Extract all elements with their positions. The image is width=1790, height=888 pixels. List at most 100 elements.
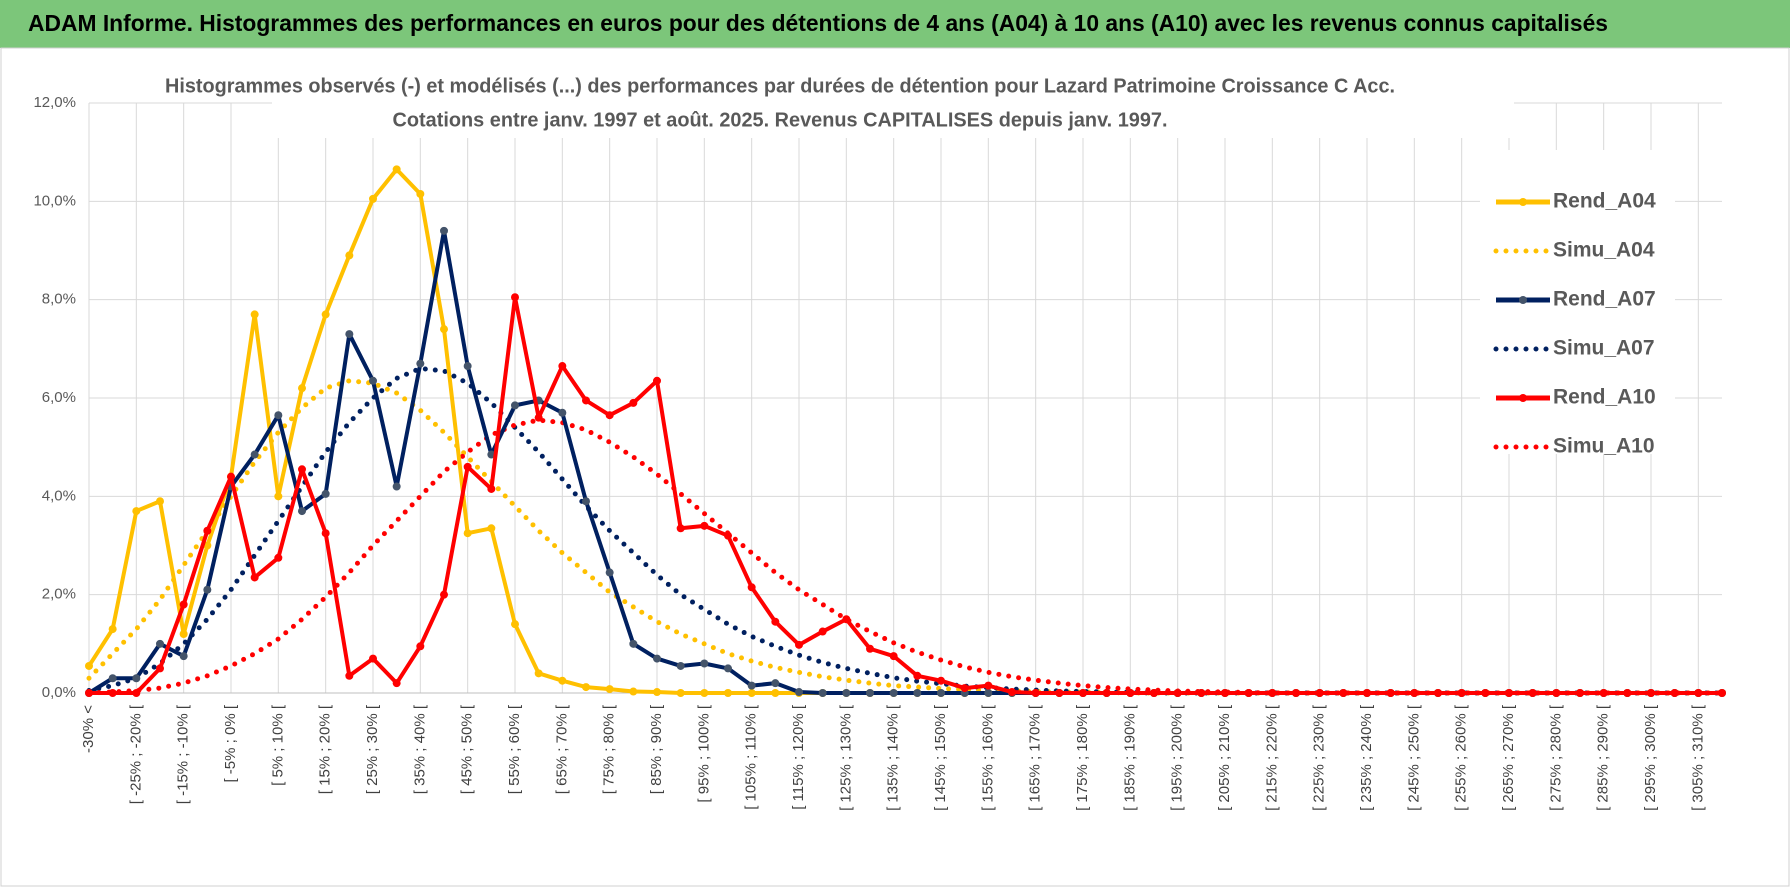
- point: [629, 687, 638, 696]
- point: [1528, 689, 1537, 697]
- point: [1079, 689, 1087, 697]
- point: [156, 497, 164, 506]
- legend-marker: [1519, 296, 1527, 304]
- point: [298, 507, 306, 516]
- x-tick-label: [ 45% ; 50% [: [459, 704, 476, 794]
- x-tick-label: [ 95% ; 100% [: [695, 704, 712, 802]
- point: [1268, 689, 1277, 697]
- point: [179, 630, 188, 638]
- header-bar: [0, 0, 1790, 48]
- point: [274, 411, 283, 420]
- legend-label: Rend_A04: [1553, 190, 1656, 213]
- point: [345, 251, 354, 260]
- point: [274, 553, 283, 562]
- point: [889, 689, 898, 697]
- point: [345, 330, 354, 339]
- point: [203, 526, 212, 535]
- x-tick-label: [ 65% ; 70% [: [553, 704, 570, 794]
- point: [842, 689, 851, 697]
- point: [534, 413, 543, 422]
- x-tick-label: [ 15% ; 20% [: [317, 704, 334, 794]
- point: [937, 689, 945, 697]
- point: [724, 664, 732, 673]
- x-tick-label: [ -15% ; -10% [: [175, 704, 192, 804]
- point: [392, 679, 401, 688]
- point: [534, 669, 543, 678]
- point: [984, 689, 993, 697]
- x-tick-label: [ 115% ; 120% [: [790, 704, 807, 810]
- point: [747, 583, 756, 592]
- point: [913, 689, 922, 697]
- point: [842, 615, 851, 624]
- point: [747, 681, 756, 690]
- x-tick-label: [ 135% ; 140% [: [885, 704, 902, 811]
- legend-marker: [1519, 394, 1527, 402]
- point: [1505, 689, 1513, 697]
- point: [771, 689, 780, 697]
- y-tick-label: 8,0%: [42, 291, 76, 308]
- point: [108, 625, 117, 634]
- point: [724, 531, 732, 540]
- point: [1031, 689, 1040, 697]
- point: [511, 293, 519, 302]
- point: [1102, 689, 1111, 697]
- point: [676, 524, 685, 533]
- point: [132, 689, 141, 697]
- legend-marker: [1519, 198, 1527, 206]
- point: [1126, 689, 1135, 697]
- point: [1292, 689, 1300, 697]
- x-tick-label: [ -5% ; 0% [: [222, 704, 239, 782]
- x-tick-label: [ 35% ; 40% [: [411, 704, 428, 794]
- point: [440, 590, 448, 599]
- subtitle-bg: [272, 68, 1514, 138]
- point: [321, 489, 330, 498]
- legend-label: Rend_A10: [1553, 386, 1656, 409]
- point: [274, 492, 283, 501]
- point: [440, 226, 448, 235]
- point: [605, 411, 614, 420]
- point: [582, 396, 590, 405]
- point: [1694, 689, 1703, 697]
- point: [1599, 689, 1608, 697]
- point: [676, 661, 685, 670]
- point: [795, 640, 803, 649]
- point: [511, 620, 519, 629]
- point: [747, 689, 756, 697]
- point: [960, 684, 969, 693]
- point: [1576, 689, 1584, 697]
- point: [1457, 689, 1466, 697]
- point: [369, 194, 377, 203]
- point: [984, 681, 993, 690]
- y-tick-label: 2,0%: [42, 586, 76, 603]
- point: [1244, 689, 1253, 697]
- x-tick-label: [ 175% ; 180% [: [1074, 704, 1091, 811]
- point: [416, 359, 425, 368]
- point: [1670, 689, 1679, 697]
- y-tick-label: 4,0%: [42, 487, 76, 504]
- point: [1055, 689, 1064, 697]
- point: [558, 676, 567, 685]
- x-tick-label: [ 105% ; 110% [: [743, 704, 760, 810]
- point: [676, 689, 685, 697]
- point: [1410, 689, 1419, 697]
- y-tick-label: 0,0%: [42, 684, 76, 701]
- point: [866, 644, 874, 653]
- point: [1197, 689, 1206, 697]
- point: [771, 679, 780, 688]
- x-tick-label: -30% <: [80, 705, 97, 753]
- point: [463, 462, 472, 471]
- point: [700, 659, 709, 668]
- point: [511, 401, 519, 410]
- point: [1647, 689, 1655, 697]
- series-line: [86, 366, 1725, 696]
- point: [298, 465, 306, 474]
- point: [937, 676, 945, 685]
- point: [818, 627, 827, 636]
- point: [866, 689, 874, 697]
- x-tick-label: [ -25% ; -20% [: [127, 704, 144, 804]
- point: [463, 362, 472, 371]
- point: [605, 568, 614, 577]
- point: [179, 600, 188, 609]
